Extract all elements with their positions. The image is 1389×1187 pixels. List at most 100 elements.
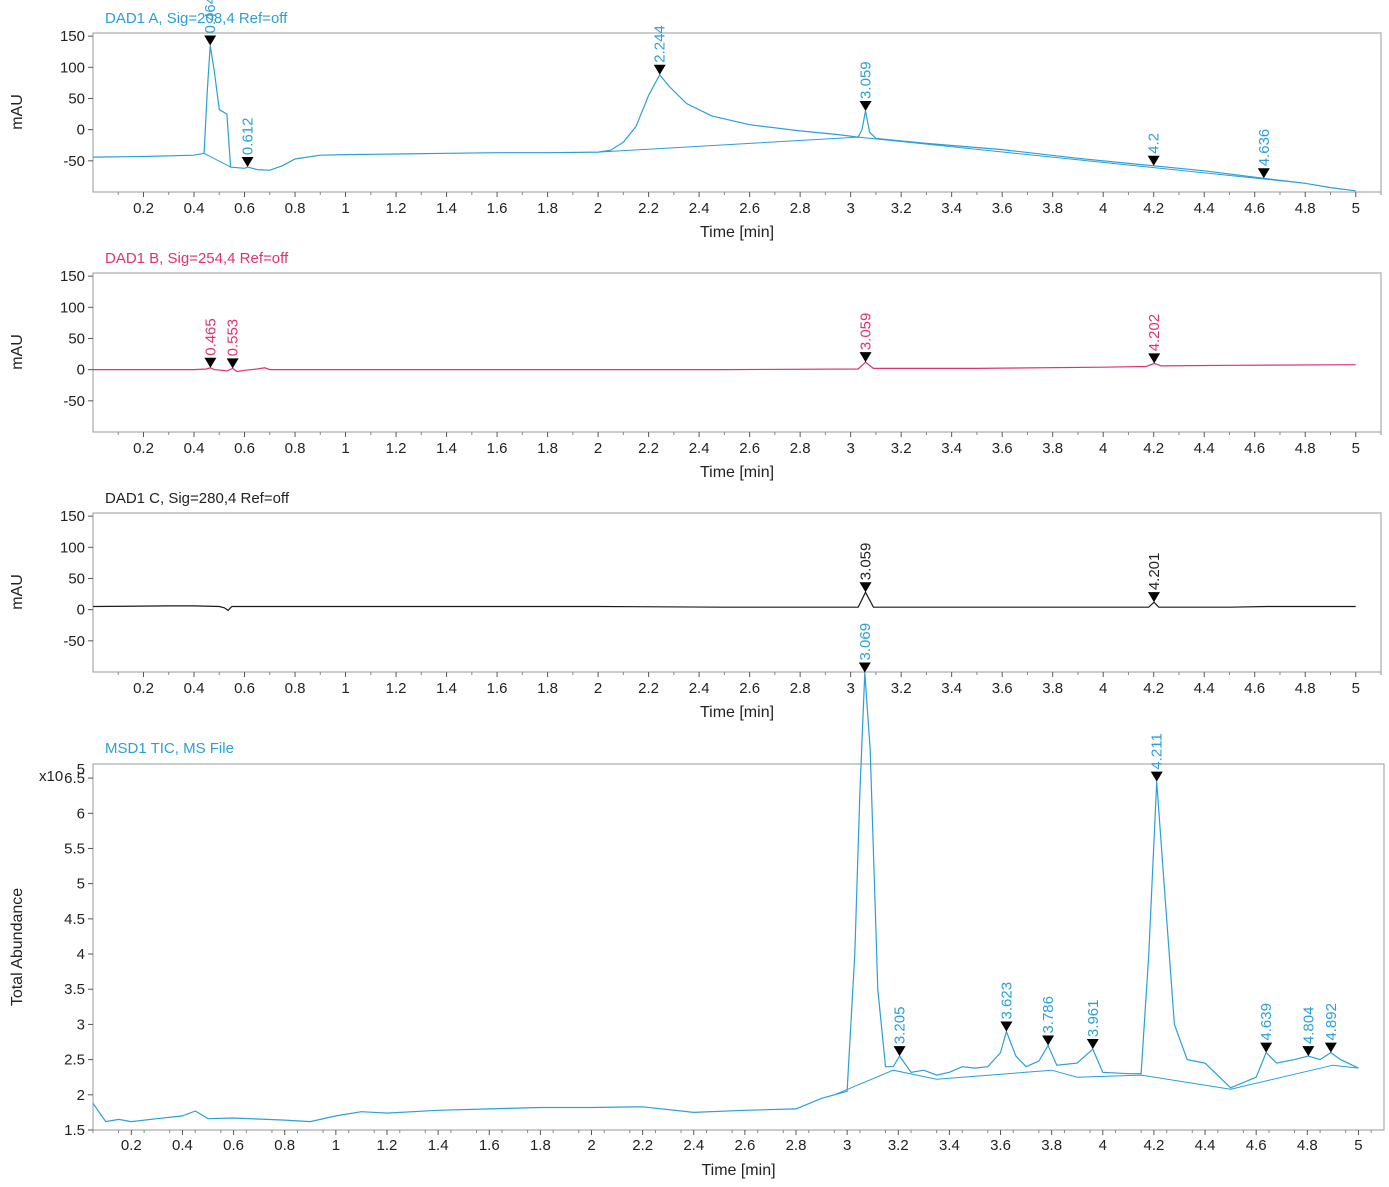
peak-marker <box>204 35 217 46</box>
y-axis-label: mAU <box>9 574 26 610</box>
x-tick-label: 0.8 <box>285 680 306 697</box>
y-axis-label: mAU <box>9 334 26 370</box>
x-tick-label: 4 <box>1099 200 1107 217</box>
x-tick-label: 4 <box>1099 440 1107 457</box>
y-tick-label: 4 <box>77 946 85 963</box>
peak-label: 3.623 <box>998 982 1015 1020</box>
x-tick-label: 4 <box>1099 1137 1107 1154</box>
y-tick-label: 100 <box>60 299 85 316</box>
peak-label: 0.465 <box>202 318 219 356</box>
peak-marker <box>858 662 871 673</box>
x-tick-label: 0.6 <box>234 200 255 217</box>
peak-label: 3.961 <box>1085 1000 1102 1038</box>
x-tick-label: 4.8 <box>1295 440 1316 457</box>
x-tick-label: 1.6 <box>479 1137 500 1154</box>
x-tick-label: 1.8 <box>530 1137 551 1154</box>
x-tick-label: 2.4 <box>689 200 710 217</box>
y-tick-label: 3 <box>77 1016 85 1033</box>
y-tick-label: 6.5 <box>64 770 85 787</box>
integration-baseline <box>203 152 231 168</box>
peak-label: 4.892 <box>1323 1003 1340 1041</box>
y-tick-label: 2 <box>77 1087 85 1104</box>
x-tick-label: 3.6 <box>992 200 1013 217</box>
x-tick-label: 2.2 <box>638 440 659 457</box>
x-tick-label: 4.4 <box>1194 200 1215 217</box>
x-tick-label: 2.4 <box>689 440 710 457</box>
panel-1: DAD1 A, Sig=208,4 Ref=off 150 100 50 0 -50 0.2… <box>9 0 1382 241</box>
x-axis-label: Time [min] <box>700 224 774 241</box>
x-tick-label: 0.8 <box>285 200 306 217</box>
x-tick-label: 2.4 <box>689 680 710 697</box>
x-tick-label: 1.4 <box>436 440 457 457</box>
peak-label: 4.2 <box>1146 133 1163 154</box>
x-axis-label: Time [min] <box>701 1162 775 1179</box>
y-tick-label: -50 <box>63 633 85 650</box>
x-tick-label: 1 <box>332 1137 340 1154</box>
x-tick-label: 2.8 <box>790 200 811 217</box>
y-tick-label: 5 <box>77 876 85 893</box>
x-tick-label: 4.2 <box>1143 680 1164 697</box>
x-tick-label: 0.6 <box>223 1137 244 1154</box>
x-tick-label: 3.4 <box>941 680 962 697</box>
x-tick-label: 0.8 <box>274 1137 295 1154</box>
x-tick-label: 2.2 <box>638 680 659 697</box>
x-tick-label: 1.4 <box>428 1137 449 1154</box>
x-tick-label: 1.4 <box>436 200 457 217</box>
x-tick-label: 0.2 <box>121 1137 142 1154</box>
panel-title: DAD1 C, Sig=280,4 Ref=off <box>105 490 290 507</box>
y-multiplier-label: x10 <box>39 768 63 785</box>
x-tick-label: 4.2 <box>1143 200 1164 217</box>
y-tick-label: -50 <box>63 393 85 410</box>
peak-label: 3.059 <box>858 61 875 99</box>
x-tick-label: 0.6 <box>234 440 255 457</box>
y-tick-label: 5.5 <box>64 840 85 857</box>
x-tick-label: 2.8 <box>790 680 811 697</box>
x-tick-label: 4.8 <box>1297 1137 1318 1154</box>
x-tick-label: 3 <box>846 440 854 457</box>
x-tick-label: 1.6 <box>487 680 508 697</box>
y-tick-label: 4.5 <box>64 911 85 928</box>
x-tick-label: 4.8 <box>1295 680 1316 697</box>
x-tick-label: 1.6 <box>487 200 508 217</box>
x-tick-label: 0.2 <box>133 200 154 217</box>
x-tick-label: 4.6 <box>1244 200 1265 217</box>
x-tick-label: 4.2 <box>1143 440 1164 457</box>
x-tick-label: 4.6 <box>1246 1137 1267 1154</box>
x-tick-label: 2.6 <box>734 1137 755 1154</box>
peak-label: 2.244 <box>652 25 669 63</box>
x-tick-label: 0.8 <box>285 440 306 457</box>
x-tick-label: 1.8 <box>537 440 558 457</box>
panel-title: DAD1 B, Sig=254,4 Ref=off <box>105 250 289 267</box>
peak-marker <box>1257 168 1270 179</box>
x-tick-label: 0.6 <box>234 680 255 697</box>
x-tick-label: 1.2 <box>386 680 407 697</box>
x-tick-label: 1.4 <box>436 680 457 697</box>
peak-label: 3.059 <box>858 313 875 351</box>
y-tick-label: -50 <box>63 153 85 170</box>
x-tick-label: 3 <box>846 680 854 697</box>
x-tick-label: 3.6 <box>992 680 1013 697</box>
peak-label: 0.553 <box>225 319 242 357</box>
y-tick-label: 150 <box>60 508 85 525</box>
peak-label: 0.612 <box>240 118 257 156</box>
x-tick-label: 3.2 <box>888 1137 909 1154</box>
peak-marker <box>1260 1042 1273 1053</box>
peak-label: 4.202 <box>1146 314 1163 352</box>
y-tick-label: 100 <box>60 539 85 556</box>
x-tick-label: 5 <box>1352 200 1360 217</box>
panel-title: DAD1 A, Sig=208,4 Ref=off <box>105 10 288 27</box>
x-tick-label: 0.4 <box>184 440 205 457</box>
x-tick-label: 2.6 <box>739 200 760 217</box>
y-tick-label: 0 <box>77 362 85 379</box>
x-tick-label: 1.8 <box>537 200 558 217</box>
y-tick-label: 0 <box>77 602 85 619</box>
signal-trace <box>92 590 1356 612</box>
peak-marker <box>1324 1042 1337 1053</box>
y-tick-label: 150 <box>60 28 85 45</box>
x-tick-label: 3.8 <box>1041 1137 1062 1154</box>
x-tick-label: 1 <box>341 440 349 457</box>
peak-marker <box>204 357 217 368</box>
peak-label: 3.069 <box>857 623 874 661</box>
x-tick-label: 3.6 <box>992 440 1013 457</box>
